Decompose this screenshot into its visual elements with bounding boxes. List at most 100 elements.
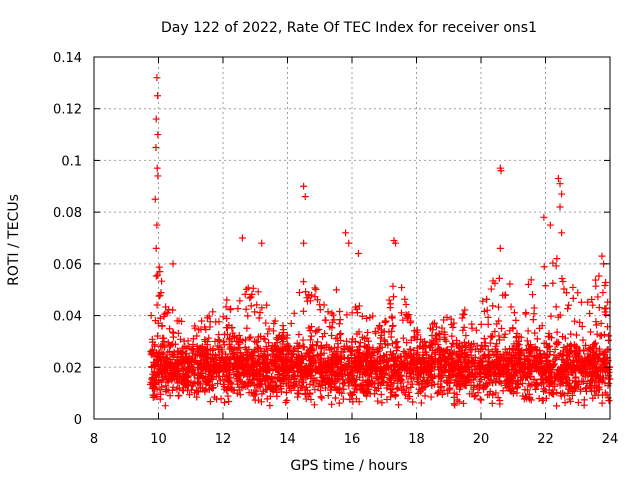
data-point bbox=[434, 340, 442, 348]
x-tick-labels: 8 10 12 14 16 18 20 22 24 bbox=[90, 432, 618, 447]
data-point bbox=[294, 368, 302, 376]
data-point bbox=[262, 343, 270, 351]
data-point bbox=[472, 326, 480, 334]
data-point bbox=[328, 400, 336, 408]
data-point bbox=[496, 397, 504, 405]
data-point bbox=[300, 182, 308, 190]
data-point bbox=[513, 359, 521, 367]
data-point bbox=[431, 360, 439, 368]
data-point bbox=[156, 365, 164, 373]
data-point bbox=[341, 379, 349, 387]
data-point bbox=[374, 384, 382, 392]
data-point bbox=[163, 358, 171, 366]
data-point bbox=[586, 361, 594, 369]
data-point bbox=[504, 380, 512, 388]
x-axis-title: GPS time / hours bbox=[290, 458, 407, 474]
data-point bbox=[448, 332, 456, 340]
data-point bbox=[550, 390, 558, 398]
data-point bbox=[310, 401, 318, 409]
data-point bbox=[545, 329, 553, 337]
data-point bbox=[481, 351, 489, 359]
data-point bbox=[300, 278, 308, 286]
data-point bbox=[576, 318, 584, 326]
data-point bbox=[553, 402, 561, 410]
data-point bbox=[554, 313, 562, 321]
data-point bbox=[182, 354, 190, 362]
data-point bbox=[313, 327, 321, 335]
data-point bbox=[282, 398, 290, 406]
data-point bbox=[267, 344, 275, 352]
data-point bbox=[322, 368, 330, 376]
data-point bbox=[235, 338, 243, 346]
data-point bbox=[335, 399, 343, 407]
data-point bbox=[447, 321, 455, 329]
data-point bbox=[442, 358, 450, 366]
data-point bbox=[549, 362, 557, 370]
data-point bbox=[564, 371, 572, 379]
data-point bbox=[203, 338, 211, 346]
data-point bbox=[151, 385, 159, 393]
data-point bbox=[273, 358, 281, 366]
data-point bbox=[592, 276, 600, 284]
data-point bbox=[153, 221, 161, 229]
data-point bbox=[604, 346, 612, 354]
data-point bbox=[598, 378, 606, 386]
data-point bbox=[343, 343, 351, 351]
data-point bbox=[341, 361, 349, 369]
data-point bbox=[335, 370, 343, 378]
data-point bbox=[409, 357, 417, 365]
data-point bbox=[219, 313, 227, 321]
data-point bbox=[152, 144, 160, 151]
data-point bbox=[486, 388, 494, 396]
data-point bbox=[335, 388, 343, 396]
data-point bbox=[495, 332, 503, 340]
data-point bbox=[271, 342, 279, 350]
data-point bbox=[363, 351, 371, 359]
data-point bbox=[257, 398, 265, 406]
data-point bbox=[406, 346, 414, 354]
data-point bbox=[549, 259, 557, 267]
data-point bbox=[487, 285, 495, 293]
data-point bbox=[397, 309, 405, 317]
data-point bbox=[356, 368, 364, 376]
data-point bbox=[390, 363, 398, 371]
data-point bbox=[444, 356, 452, 364]
data-point bbox=[345, 371, 353, 379]
data-point bbox=[241, 343, 249, 351]
data-point bbox=[225, 336, 233, 344]
data-point bbox=[388, 351, 396, 359]
data-point bbox=[378, 326, 386, 334]
data-point bbox=[571, 317, 579, 325]
data-point bbox=[535, 358, 543, 366]
data-point bbox=[598, 252, 606, 260]
data-point bbox=[389, 322, 397, 330]
data-point bbox=[384, 379, 392, 387]
data-point bbox=[497, 352, 505, 360]
data-point bbox=[414, 389, 422, 397]
data-point bbox=[558, 229, 566, 237]
data-point bbox=[166, 325, 174, 333]
data-point bbox=[480, 335, 488, 343]
data-point bbox=[272, 334, 280, 342]
data-point bbox=[513, 342, 521, 350]
data-point bbox=[413, 359, 421, 367]
data-point bbox=[276, 348, 284, 356]
data-point bbox=[604, 336, 612, 344]
data-point bbox=[498, 324, 506, 332]
data-point bbox=[197, 344, 205, 352]
data-point bbox=[371, 368, 379, 376]
data-point bbox=[289, 364, 297, 372]
data-point bbox=[477, 361, 485, 369]
data-point bbox=[152, 372, 160, 380]
data-point bbox=[200, 360, 208, 368]
data-point bbox=[489, 302, 497, 310]
data-point bbox=[160, 337, 168, 345]
data-point bbox=[559, 278, 567, 286]
data-point bbox=[485, 390, 493, 398]
data-point bbox=[600, 360, 608, 368]
data-point bbox=[340, 367, 348, 375]
data-point bbox=[169, 333, 177, 341]
x-tick-label: 20 bbox=[473, 432, 490, 447]
data-point bbox=[545, 379, 553, 387]
data-point bbox=[252, 338, 260, 346]
